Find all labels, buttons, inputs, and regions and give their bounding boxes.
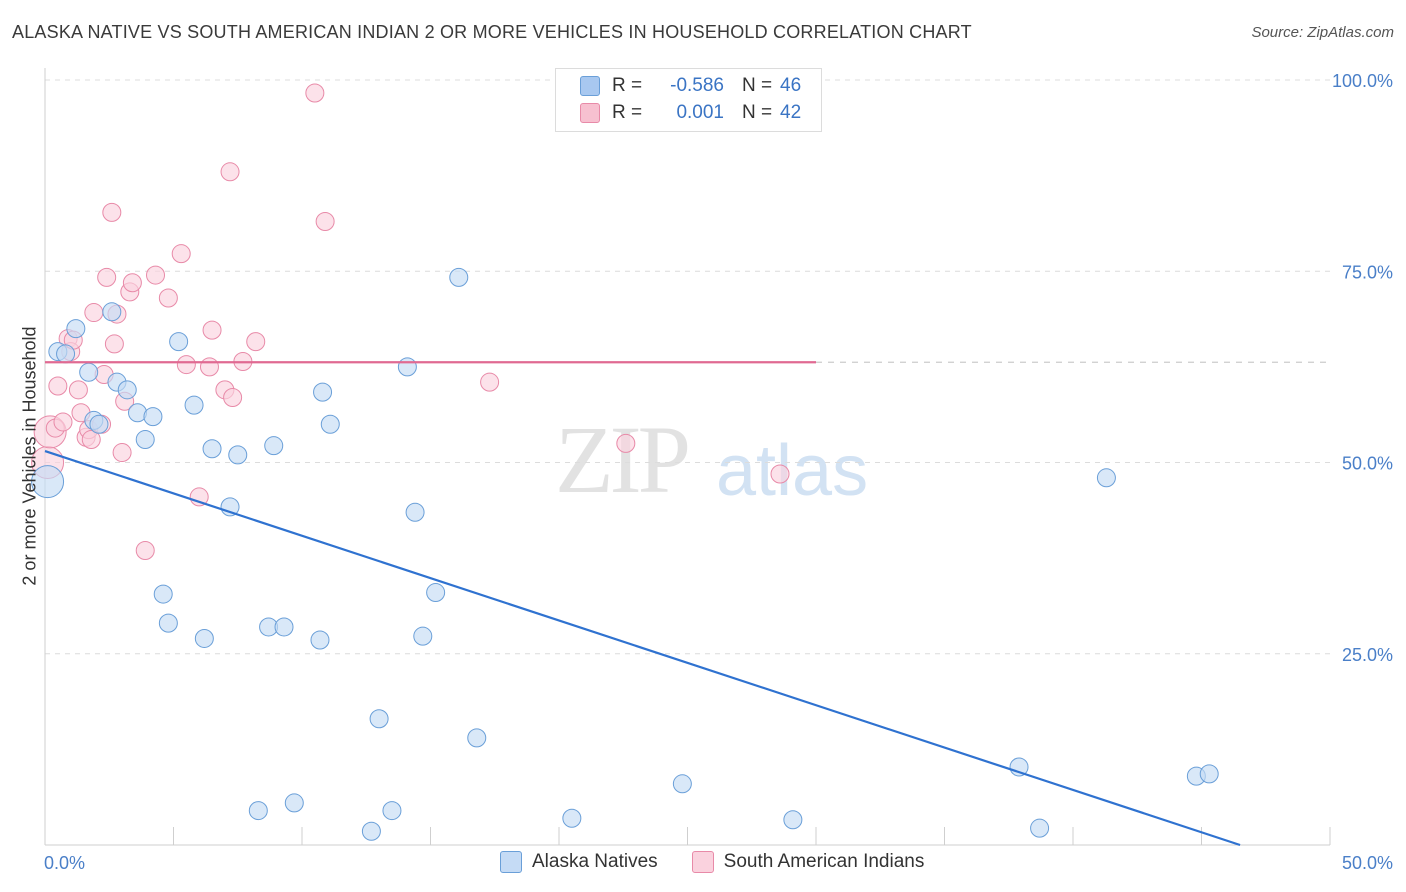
x-tick-label: 0.0% [44,853,85,873]
alaska-native-point [66,319,86,339]
alaska-native-point [284,793,304,813]
legend-r-label: R = [612,102,643,123]
chart-source: Source: ZipAtlas.com [1251,24,1394,41]
series-legend: Alaska Natives South American Indians [500,851,958,873]
alaska-native-point [426,583,446,603]
alaska-native-point [361,821,381,841]
alaska-native-point [169,332,189,352]
legend-swatch-south-american-indians [691,851,714,873]
y-tick-label: 50.0% [1342,454,1393,474]
alaska-native-point [248,801,268,821]
alaska-native-point [89,414,109,434]
y-tick-label: 75.0% [1342,262,1393,282]
alaska-native-point [228,445,248,465]
south-american-indian-point [480,372,500,392]
alaska-native-point [79,362,99,382]
legend-n-label: N = [742,75,773,96]
south-american-indian-point [84,303,104,323]
south-american-indian-point [246,332,266,352]
legend-r-value: -0.586 [670,75,724,96]
legend-label-alaska-natives: Alaska Natives [532,851,658,872]
south-american-indian-point [770,464,790,484]
south-american-indian-point [48,376,68,396]
alaska-native-point [102,302,122,322]
chart-title: ALASKA NATIVE VS SOUTH AMERICAN INDIAN 2… [12,22,972,42]
alaska-native-point [117,380,137,400]
legend-item-south-american-indians[interactable]: South American Indians [691,851,925,873]
alaska-native-point [158,613,178,633]
legend-swatch-alaska-natives [580,76,600,96]
alaska-native-point [369,709,389,729]
south-american-indian-point [158,288,178,308]
legend-n-label: N = [742,102,773,123]
alaska-native-point [310,630,330,650]
south-american-indian-point [97,267,117,287]
alaska-native-point [31,465,65,499]
south-american-indian-point [315,212,335,232]
alaska-native-point [405,502,425,522]
south-american-indian-point [199,357,219,377]
alaska-native-point [153,584,173,604]
legend-swatch-alaska-natives [500,851,522,873]
south-american-indian-point [122,273,142,293]
south-american-indian-point [305,83,325,103]
south-american-indian-point [102,202,122,222]
south-american-indian-point [220,162,240,182]
alaska-native-point [194,628,214,648]
south-american-indian-point [112,443,132,463]
alaska-native-point [320,414,340,434]
south-american-indian-point [53,412,73,432]
south-american-indian-point [68,380,88,400]
alaska-native-point [467,728,487,748]
legend-swatch-south-american-indians [580,103,600,123]
alaska-native-point [274,617,294,637]
legend-n-value: 42 [780,102,802,123]
alaska-native-point [264,436,284,456]
south-american-indian-point [616,433,636,453]
south-american-indian-point [146,265,166,285]
data-points [31,83,1219,841]
south-american-indian-point [81,430,101,450]
alaska-native-point [783,810,803,830]
alaska-native-point [313,382,333,402]
alaska-native-point [1199,764,1219,784]
alaska-native-point [56,344,76,364]
alaska-native-point [184,395,204,415]
alaska-native-point [202,439,222,459]
watermark-atlas: atlas [716,431,869,511]
y-tick-label: 100.0% [1332,71,1393,91]
alaska-native-point [382,801,402,821]
tick-labels: 100.0% 75.0% 50.0% 25.0% 0.0% 50.0% [44,71,1393,873]
legend-row-south-american-indians: R = 0.001 N = 42 [580,101,801,125]
alaska-natives-trend-line [44,449,1241,847]
y-axis-label: 2 or more Vehicles in Household [19,326,40,586]
alaska-native-point [1096,468,1116,488]
y-tick-label: 25.0% [1342,645,1393,665]
legend-n-value: 46 [780,75,802,96]
alaska-native-point [672,774,692,794]
alaska-native-point [413,626,433,646]
south-american-indian-point [171,244,191,264]
alaska-native-point [143,407,163,427]
legend-row-alaska-natives: R = -0.586 N = 46 [580,74,801,98]
trend-lines [44,361,1330,847]
legend-label-south-american-indians: South American Indians [723,851,925,872]
south-american-indian-point [104,334,124,354]
legend-r-value: 0.001 [676,102,724,123]
south-american-indian-point [202,320,222,340]
south-american-indian-point [223,387,243,407]
legend-item-alaska-natives[interactable]: Alaska Natives [500,851,658,873]
south-american-indian-point [176,355,196,375]
alaska-native-point [562,808,582,828]
watermark-zip: ZIP [555,406,691,513]
legend-r-label: R = [612,75,643,96]
x-tick-label: 50.0% [1342,853,1393,873]
stats-legend: R = -0.586 N = 46 R = 0.001 N = 42 [555,68,822,132]
alaska-native-point [449,267,469,287]
alaska-native-point [397,357,417,377]
south-american-indian-point [135,540,155,560]
alaska-native-point [1030,818,1050,838]
alaska-native-point [135,430,155,450]
